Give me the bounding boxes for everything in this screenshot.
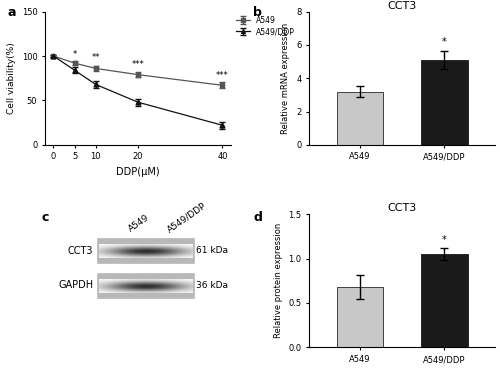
Text: b: b	[254, 6, 262, 19]
Bar	[97, 238, 194, 263]
X-axis label: DDP(μM): DDP(μM)	[116, 167, 160, 177]
Text: **: **	[92, 53, 100, 62]
Text: c: c	[42, 212, 48, 225]
Bar	[336, 91, 383, 145]
Legend: A549, A549/DDP: A549, A549/DDP	[233, 13, 298, 39]
Text: a: a	[8, 6, 16, 19]
Text: CCT3: CCT3	[68, 246, 94, 256]
Text: ***: ***	[132, 60, 144, 69]
Bar	[421, 60, 468, 145]
Text: 61 kDa: 61 kDa	[196, 246, 228, 255]
Text: ***: ***	[216, 71, 229, 80]
Y-axis label: Cell viability(%): Cell viability(%)	[7, 42, 16, 114]
Y-axis label: Relative mRNA expression: Relative mRNA expression	[282, 23, 290, 134]
Bar	[421, 254, 468, 347]
Y-axis label: Relative protein expression: Relative protein expression	[274, 223, 282, 339]
Title: CCT3: CCT3	[388, 203, 416, 213]
Text: A549/DDP: A549/DDP	[166, 201, 208, 234]
Text: 36 kDa: 36 kDa	[196, 281, 228, 290]
Text: *: *	[442, 235, 446, 245]
Title: CCT3: CCT3	[388, 1, 416, 11]
Text: A549: A549	[127, 213, 151, 234]
Text: GAPDH: GAPDH	[58, 281, 94, 290]
Text: *: *	[442, 37, 446, 47]
Text: d: d	[254, 212, 262, 225]
Text: *: *	[72, 50, 76, 59]
Bar	[97, 273, 194, 298]
Bar	[336, 287, 383, 347]
